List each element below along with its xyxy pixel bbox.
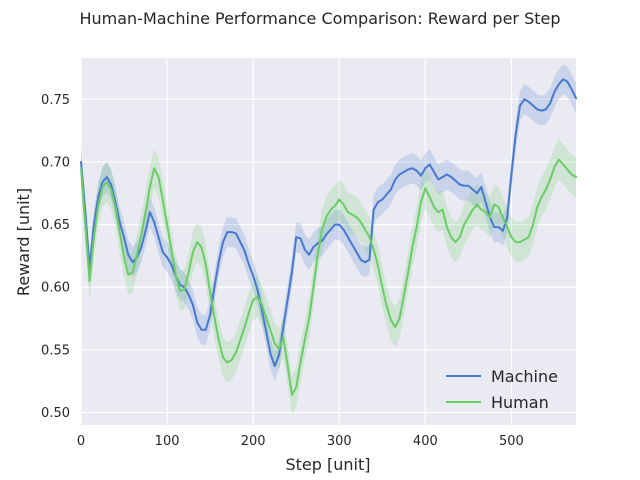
- y-tick-label: 0.75: [41, 93, 70, 108]
- x-tick-label: 400: [413, 434, 438, 449]
- x-tick-label: 300: [327, 434, 352, 449]
- series-line-human: [80, 158, 577, 396]
- chart-title: Human-Machine Performance Comparison: Re…: [79, 9, 560, 28]
- x-axis-label: Step [unit]: [286, 455, 371, 474]
- legend: Machine Human: [446, 367, 558, 412]
- y-axis-ticks: 0.50 0.55 0.60 0.65 0.70 0.75: [41, 93, 70, 421]
- legend-label-machine: Machine: [491, 367, 558, 386]
- y-tick-label: 0.60: [41, 281, 70, 296]
- x-axis-ticks: 0 100 200 300 400 500: [77, 434, 524, 449]
- y-axis-label: Reward [unit]: [14, 188, 33, 296]
- series-lines: [80, 78, 577, 396]
- x-tick-label: 0: [77, 434, 85, 449]
- series-band-machine: [81, 64, 576, 382]
- x-tick-label: 500: [499, 434, 524, 449]
- y-tick-label: 0.70: [41, 155, 70, 170]
- plot-area: [81, 58, 576, 425]
- y-tick-label: 0.65: [41, 218, 70, 233]
- series-band-human: [81, 139, 576, 415]
- x-tick-label: 100: [155, 434, 180, 449]
- series-line-machine: [80, 78, 577, 368]
- legend-label-human: Human: [491, 393, 549, 412]
- confidence-bands: [81, 64, 576, 415]
- y-tick-label: 0.55: [41, 343, 70, 358]
- x-tick-label: 200: [241, 434, 266, 449]
- y-tick-label: 0.50: [41, 406, 70, 421]
